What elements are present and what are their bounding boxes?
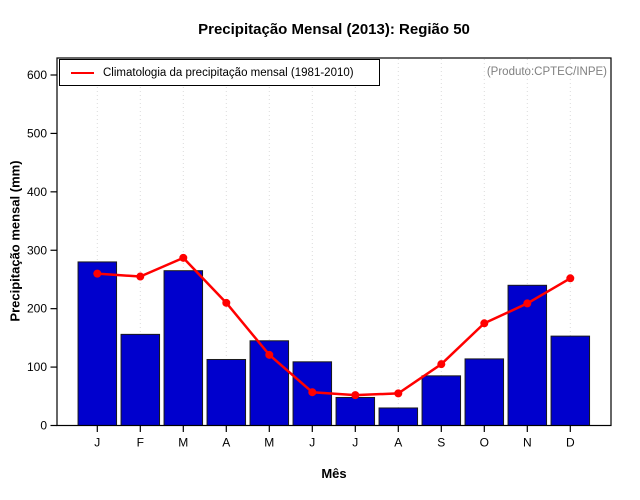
y-tick-label: 200 xyxy=(27,302,47,316)
climatology-line xyxy=(96,256,572,397)
bar-D-12 xyxy=(550,335,591,426)
x-tick-label: O xyxy=(480,436,489,450)
bar-F-2 xyxy=(120,333,161,426)
climatology-point-A-4 xyxy=(222,298,231,307)
x-tick-label: J xyxy=(309,436,315,450)
x-tick-label: M xyxy=(178,436,188,450)
x-tick-label: A xyxy=(222,436,230,450)
x-tick-label: N xyxy=(523,436,532,450)
x-tick-label: M xyxy=(264,436,274,450)
climatology-point-S-9 xyxy=(437,360,446,369)
y-tick-label: 100 xyxy=(27,360,47,374)
x-tick-label: J xyxy=(352,436,358,450)
y-tick-label: 600 xyxy=(27,68,47,82)
x-tick-label: J xyxy=(94,436,100,450)
bar-A-4 xyxy=(206,358,247,426)
x-tick-label: A xyxy=(394,436,402,450)
bar-S-9 xyxy=(421,375,462,426)
bar-A-8 xyxy=(378,407,419,427)
climatology-point-M-3 xyxy=(179,253,188,262)
climatology-point-F-2 xyxy=(136,272,145,281)
legend: Climatologia da precipitação mensal (198… xyxy=(59,59,380,86)
bar-O-10 xyxy=(464,358,505,426)
bar-M-3 xyxy=(163,270,204,426)
legend-label: Climatologia da precipitação mensal (198… xyxy=(103,66,354,79)
climatology-point-O-10 xyxy=(480,319,489,328)
x-tick-label: F xyxy=(137,436,144,450)
climatology-point-D-12 xyxy=(566,274,575,283)
climatology-point-J-1 xyxy=(93,269,102,278)
product-note: (Produto:CPTEC/INPE) xyxy=(486,66,607,78)
bar-J-7 xyxy=(335,396,376,426)
climatology-point-M-5 xyxy=(265,350,274,359)
climatology-point-J-7 xyxy=(351,391,360,400)
x-tick-label: D xyxy=(566,436,575,450)
bar-J-1 xyxy=(77,261,118,426)
y-tick-label: 500 xyxy=(27,126,47,140)
y-tick-label: 300 xyxy=(27,243,47,257)
climatology-point-A-8 xyxy=(394,389,403,398)
climatology-point-N-11 xyxy=(523,299,532,308)
chart-title: Precipitação Mensal (2013): Região 50 xyxy=(198,21,470,38)
y-tick-label: 0 xyxy=(40,419,47,433)
y-tick-label: 400 xyxy=(27,185,47,199)
x-tick-label: S xyxy=(437,436,445,450)
x-axis-title: Mês xyxy=(321,466,347,481)
climatology-point-J-6 xyxy=(308,388,317,397)
legend-line-sample-icon xyxy=(71,71,94,74)
plot-frame xyxy=(56,57,612,427)
